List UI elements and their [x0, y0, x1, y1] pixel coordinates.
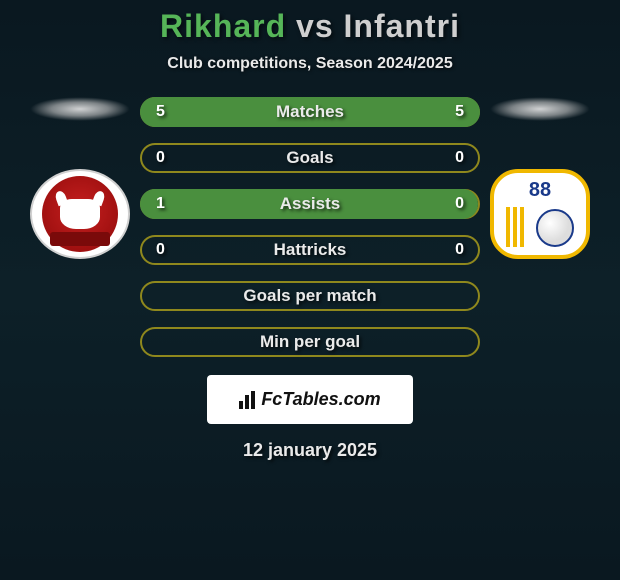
club-logo-right-number: 88: [529, 179, 551, 202]
title-player2: Infantri: [344, 8, 460, 44]
stat-row: Goals per match: [140, 281, 480, 311]
stat-label: Min per goal: [260, 332, 360, 352]
stat-value-right: 5: [455, 103, 464, 121]
stat-value-right: 0: [455, 241, 464, 259]
bull-icon: [60, 199, 100, 229]
club-logo-right: 88: [490, 169, 590, 259]
stat-row: 0 Hattricks 0: [140, 235, 480, 265]
stat-row: Min per goal: [140, 327, 480, 357]
date-text: 12 january 2025: [243, 440, 377, 461]
stat-label: Matches: [276, 102, 344, 122]
chart-icon: [239, 391, 255, 409]
stat-value-left: 1: [156, 195, 165, 213]
ball-icon: [536, 209, 574, 247]
left-side: [20, 97, 140, 259]
comparison-card: Rikhard vs Infantri Club competitions, S…: [0, 0, 620, 580]
stat-value-left: 5: [156, 103, 165, 121]
stat-row: 5 Matches 5: [140, 97, 480, 127]
brand-badge: FcTables.com: [207, 375, 412, 424]
player-photo-shadow-left: [30, 97, 130, 121]
stat-value-left: 0: [156, 241, 165, 259]
title-vs: vs: [296, 8, 334, 44]
right-side: 88: [480, 97, 600, 259]
stat-value-right: 0: [455, 149, 464, 167]
stat-value-right: 0: [455, 195, 464, 213]
comparison-body: 5 Matches 5 0 Goals 0 1 Assists 0 0 Hattricks 0 Goal…: [0, 97, 620, 357]
stat-row: 1 Assists 0: [140, 189, 480, 219]
stat-label: Assists: [280, 194, 340, 214]
player-photo-shadow-right: [490, 97, 590, 121]
stats-list: 5 Matches 5 0 Goals 0 1 Assists 0 0 Hattricks 0 Goal…: [140, 97, 480, 357]
title-player1: Rikhard: [160, 8, 286, 44]
subtitle: Club competitions, Season 2024/2025: [167, 55, 452, 73]
stat-label: Hattricks: [274, 240, 347, 260]
page-title: Rikhard vs Infantri: [160, 8, 460, 45]
club-logo-right-inner: 88: [494, 173, 586, 255]
stat-label: Goals: [286, 148, 333, 168]
stripes-icon: [506, 207, 524, 247]
stat-row: 0 Goals 0: [140, 143, 480, 173]
club-logo-left: [30, 169, 130, 259]
stat-value-left: 0: [156, 149, 165, 167]
stat-label: Goals per match: [243, 286, 376, 306]
brand-text: FcTables.com: [261, 389, 380, 410]
club-logo-left-inner: [42, 176, 118, 252]
